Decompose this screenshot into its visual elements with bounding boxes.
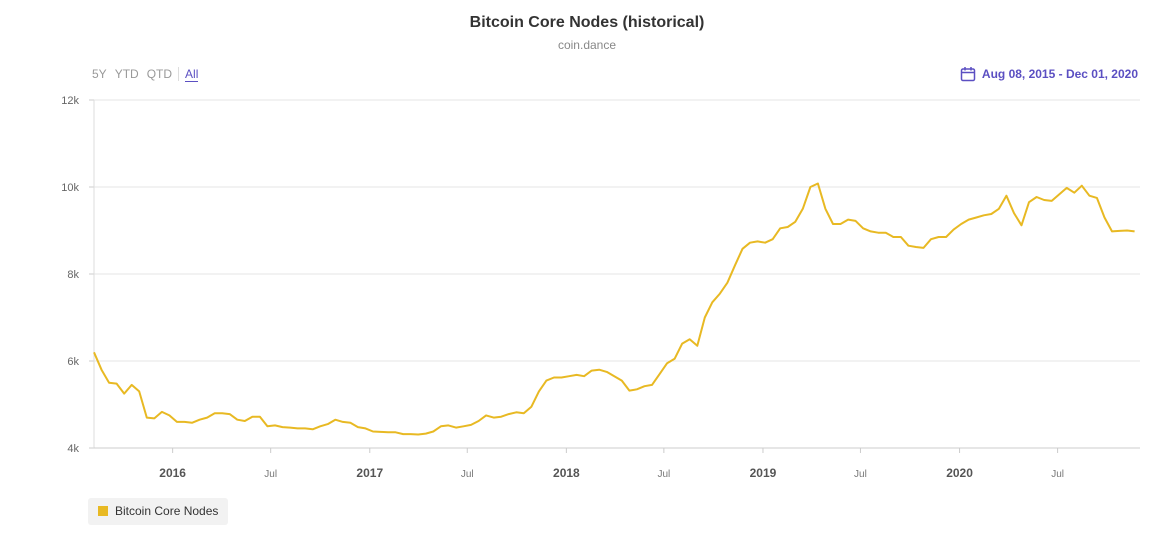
- range-button-all[interactable]: All: [185, 67, 199, 82]
- x-tick-label: Jul: [264, 469, 277, 480]
- range-selector: 5Y YTD QTD All: [92, 67, 206, 82]
- range-button-5y[interactable]: 5Y: [92, 67, 107, 81]
- y-tick-label: 10k: [61, 182, 79, 194]
- legend-label: Bitcoin Core Nodes: [115, 504, 219, 518]
- series-line-bitcoin-core-nodes: [93, 182, 1135, 436]
- x-tick-label: 2019: [750, 466, 777, 480]
- chart-subtitle: coin.dance: [557, 38, 617, 52]
- legend-item-bitcoin-core-nodes[interactable]: Bitcoin Core Nodes: [88, 498, 229, 525]
- x-tick-label: Jul: [1051, 469, 1064, 480]
- x-tick-label: 2018: [553, 466, 580, 480]
- y-tick-label: 8k: [67, 269, 79, 281]
- calendar-icon: [960, 67, 976, 82]
- date-range-label: Aug 08, 2015 - Dec 01, 2020: [981, 67, 1138, 81]
- date-range-picker[interactable]: Aug 08, 2015 - Dec 01, 2020: [960, 66, 1138, 82]
- x-tick-label: Jul: [854, 469, 867, 480]
- range-separator: [178, 67, 180, 81]
- legend-swatch: [98, 506, 108, 516]
- y-tick-label: 12k: [61, 95, 79, 107]
- x-tick-label: Jul: [657, 469, 670, 480]
- chart-title: Bitcoin Core Nodes (historical): [469, 14, 705, 31]
- x-tick-label: Jul: [461, 469, 474, 480]
- y-tick-label: 6k: [67, 356, 79, 368]
- x-tick-label: 2017: [356, 466, 383, 480]
- x-tick-label: 2016: [159, 466, 186, 480]
- y-tick-label: 4k: [67, 443, 79, 455]
- range-button-ytd[interactable]: YTD: [114, 67, 139, 81]
- range-button-qtd[interactable]: QTD: [146, 67, 173, 81]
- x-tick-label: 2020: [946, 466, 973, 480]
